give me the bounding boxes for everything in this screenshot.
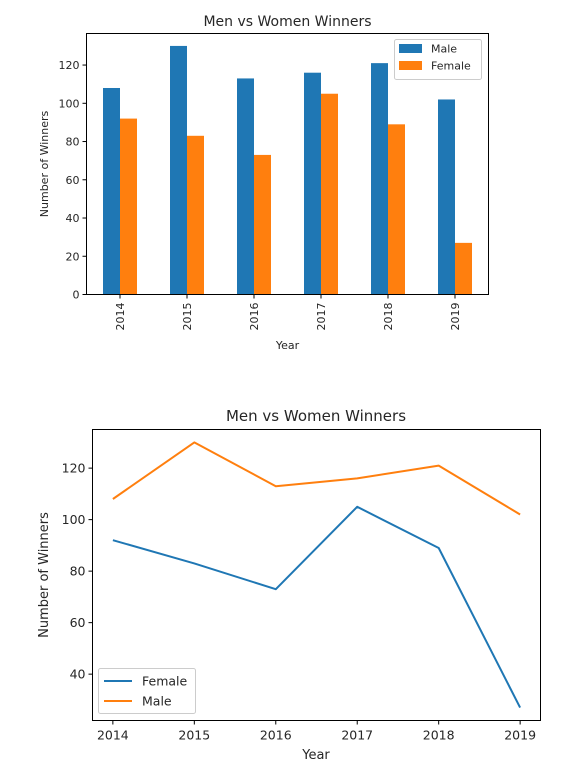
bar-male-2015 — [170, 45, 187, 295]
line-chart-series — [112, 441, 521, 709]
y-tick-label: 60 — [66, 174, 80, 187]
y-tick-label: 80 — [70, 564, 86, 579]
y-tick-label: 0 — [73, 289, 80, 302]
y-tick-label: 40 — [66, 212, 80, 225]
bar-chart-x-axis-label: Year — [275, 339, 300, 352]
bar-chart-y-axis-label: Number of Winners — [38, 111, 51, 218]
legend-label-male: Male — [431, 43, 457, 56]
x-tick-label: 2017 — [315, 303, 328, 331]
legend-label-male: Male — [142, 694, 172, 709]
y-tick-label: 40 — [70, 667, 86, 682]
bar-male-2019 — [438, 99, 455, 295]
x-tick-label: 2015 — [181, 303, 194, 331]
bar-female-2015 — [187, 135, 204, 295]
x-tick-label: 2016 — [248, 303, 261, 331]
x-tick-label: 2014 — [114, 303, 127, 331]
y-tick-label: 20 — [66, 250, 80, 263]
line-chart-legend-frame — [98, 668, 196, 714]
bar-male-2014 — [103, 87, 120, 295]
bar-chart-title: Men vs Women Winners — [203, 14, 371, 30]
bar-chart-plot-frame — [86, 33, 489, 295]
y-tick-label: 80 — [66, 136, 80, 149]
series-line-male — [112, 441, 521, 516]
legend-label-female: Female — [142, 674, 188, 689]
bar-male-2017 — [304, 72, 321, 295]
x-tick-label: 2019 — [504, 728, 536, 743]
x-tick-label: 2016 — [260, 728, 292, 743]
bar-female-2016 — [254, 154, 271, 295]
bar-chart-y-axis: 0 20 40 60 80 100 120 — [59, 59, 87, 302]
x-tick-label: 2018 — [423, 728, 455, 743]
bar-male-2018 — [371, 63, 388, 295]
bar-female-2019 — [455, 242, 472, 295]
x-tick-label: 2018 — [382, 303, 395, 331]
y-tick-label: 100 — [62, 512, 86, 527]
x-tick-label: 2019 — [449, 303, 462, 331]
x-tick-label: 2015 — [178, 728, 210, 743]
line-chart-x-axis-label: Year — [301, 748, 330, 763]
bar-chart: Men vs Women Winners 0 20 40 60 80 100 120 201… — [38, 14, 489, 352]
line-chart-title: Men vs Women Winners — [226, 407, 406, 425]
line-chart-x-axis: 2014 2015 2016 2017 2018 2019 — [97, 720, 536, 743]
bar-male-2016 — [237, 78, 254, 295]
bar-female-2014 — [120, 118, 137, 295]
y-tick-label: 100 — [59, 97, 80, 110]
bar-female-2017 — [321, 93, 338, 295]
line-chart-y-axis: 40 60 80 100 120 — [62, 461, 93, 682]
bar-chart-legend: Male Female — [394, 39, 482, 80]
bar-chart-bars — [103, 45, 472, 295]
bar-female-2018 — [388, 124, 405, 295]
y-tick-label: 120 — [59, 59, 80, 72]
x-tick-label: 2017 — [341, 728, 373, 743]
legend-label-female: Female — [431, 60, 471, 73]
y-tick-label: 120 — [62, 461, 86, 476]
line-chart-plot-frame — [92, 429, 541, 721]
line-chart-legend: Female Male — [98, 668, 196, 714]
series-line-female — [112, 505, 521, 709]
legend-swatch-male — [399, 44, 422, 53]
x-tick-label: 2014 — [97, 728, 129, 743]
legend-swatch-female — [399, 61, 422, 70]
y-tick-label: 60 — [70, 615, 86, 630]
bar-chart-x-axis: 2014 2015 2016 2017 2018 2019 — [114, 294, 462, 331]
line-chart-y-axis-label: Number of Winners — [37, 512, 52, 638]
